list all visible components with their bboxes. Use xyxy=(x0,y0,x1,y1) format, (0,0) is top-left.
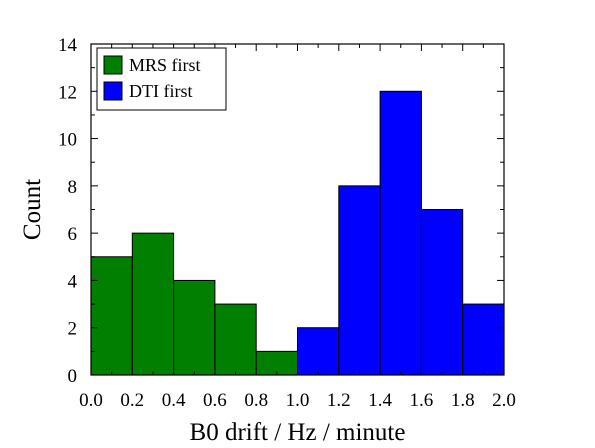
y-tick-label: 8 xyxy=(68,177,78,198)
legend-label: MRS first xyxy=(129,55,201,75)
bar-series1-bin0 xyxy=(297,327,340,376)
x-tick-label: 2.0 xyxy=(492,390,516,411)
y-tick-label: 14 xyxy=(58,35,78,56)
y-axis-title: Count xyxy=(19,179,46,240)
x-tick-label: 1.6 xyxy=(410,390,434,411)
plot-frame xyxy=(90,43,505,376)
x-tick-label: 1.8 xyxy=(451,390,475,411)
x-tick-label: 0.4 xyxy=(162,390,186,411)
bar-series1-bin1 xyxy=(338,185,381,376)
x-tick-label: 0.2 xyxy=(120,390,144,411)
x-tick-label: 0.0 xyxy=(79,390,103,411)
y-tick-label: 12 xyxy=(58,82,77,103)
x-tick-label: 0.8 xyxy=(244,390,268,411)
ticks-layer: 0.0 0.2 0.4 0.6 0.8 1.0 1.2 1.4 1.6 1.8 2.0 0 2 4 6 8 10… xyxy=(58,35,516,411)
x-tick-label: 1.2 xyxy=(327,390,351,411)
y-tick-label: 2 xyxy=(68,319,78,340)
y-tick-label: 6 xyxy=(68,224,78,245)
y-tick-label: 0 xyxy=(68,366,78,387)
x-axis-title: B0 drift / Hz / minute xyxy=(190,419,406,446)
bar-series0-bin0 xyxy=(90,256,133,376)
legend-swatch xyxy=(103,55,123,75)
bar-series0-bin1 xyxy=(131,232,175,376)
x-tick-label: 1.0 xyxy=(286,390,310,411)
bar-series1-bin3 xyxy=(420,209,464,376)
legend-swatch xyxy=(103,81,123,101)
bar-series0-bin3 xyxy=(214,303,257,376)
bar-series1-bin2 xyxy=(379,90,422,376)
bar-series0-bin2 xyxy=(173,279,216,376)
x-tick-label: 1.4 xyxy=(368,390,392,411)
y-tick-label: 10 xyxy=(58,130,77,151)
bars-layer xyxy=(90,90,505,376)
legend-label: DTI first xyxy=(129,81,192,101)
legend: MRS first DTI first xyxy=(96,47,227,111)
bar-series1-bin4 xyxy=(462,303,505,376)
y-tick-label: 4 xyxy=(68,271,78,292)
x-tick-label: 0.6 xyxy=(203,390,227,411)
